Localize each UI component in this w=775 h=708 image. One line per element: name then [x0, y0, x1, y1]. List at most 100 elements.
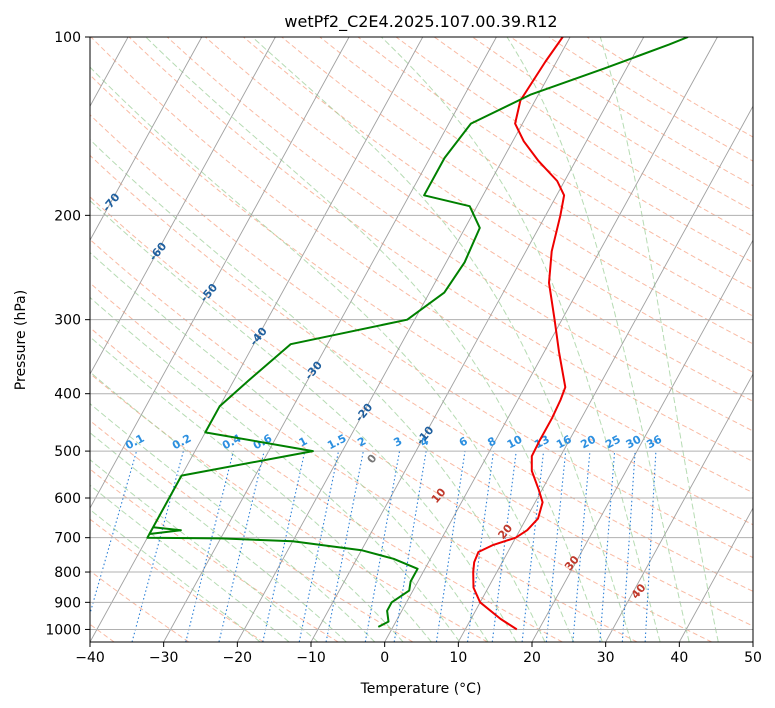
mixing-ratio-label: 20 [578, 433, 598, 452]
isotherm-line [163, 37, 497, 642]
y-tick-label: 200 [54, 208, 81, 224]
mixing-ratio-label: 8 [485, 434, 498, 449]
dry-adiabat [204, 37, 753, 402]
moist-adiabat [145, 37, 603, 642]
isotherm-line [457, 105, 753, 642]
mixing-ratio-line [545, 451, 567, 642]
line-labels: 0.10.20.40.611.52346810131620253036-100-… [6, 93, 664, 601]
dry-adiabat [128, 37, 753, 463]
mixing-ratio-line [621, 451, 636, 642]
isotherm-line [605, 373, 753, 642]
mixing-ratio-line [131, 450, 184, 642]
y-tick-label: 900 [54, 595, 81, 611]
y-tick-label: 700 [54, 531, 81, 547]
moist-adiabat [90, 66, 575, 642]
dry-adiabat [90, 196, 753, 627]
dry-adiabat [510, 37, 753, 187]
dry-adiabat [90, 37, 753, 494]
isotherm-line [310, 37, 645, 642]
isotherm-line [678, 507, 753, 642]
dry-adiabat [90, 570, 190, 642]
y-axis-label: Pressure (hPa) [13, 290, 29, 390]
isotherm-line [90, 37, 276, 376]
x-tick-label: 20 [523, 650, 541, 666]
moist-adiabat [90, 508, 261, 642]
mixing-ratio-label: 1.5 [325, 432, 348, 453]
x-tick-label: 30 [597, 650, 615, 666]
mixing-ratio-label: 0.1 [123, 432, 146, 453]
dewpoint-profile [146, 37, 689, 628]
isotherm-label: -90 [6, 93, 29, 117]
dry-adiabat [90, 468, 339, 642]
mixing-ratio-label: 3 [391, 434, 404, 449]
y-tick-label: 400 [54, 387, 81, 403]
isotherm-line [236, 37, 571, 642]
y-tick-label: 300 [54, 313, 81, 329]
mixing-ratio-line [218, 450, 265, 642]
mixing-ratio-label: 25 [603, 433, 623, 452]
mixing-ratio-line [521, 451, 545, 642]
isotherm-label: -60 [147, 240, 170, 264]
mixing-ratio-line [298, 450, 340, 642]
isotherm-line [90, 37, 350, 509]
dry-adiabat [357, 37, 753, 290]
dry-adiabat [319, 37, 753, 317]
mixing-ratio-label: 30 [624, 433, 644, 452]
y-tick-label: 1000 [45, 622, 81, 638]
mixing-ratio-label: 16 [554, 433, 574, 452]
plot-frame [89, 36, 754, 643]
isotherm-line [752, 641, 753, 642]
dry-adiabat [90, 114, 753, 559]
mixing-ratio-line [491, 451, 517, 642]
mixing-ratio-line [466, 451, 495, 642]
isotherm-label: -80 [51, 146, 74, 170]
x-tick-label: 10 [449, 650, 467, 666]
mixing-ratio-line [393, 451, 427, 642]
moist-adiabat [90, 251, 489, 642]
mixing-ratio-label: 0.2 [170, 432, 193, 453]
mixing-ratio-line [262, 450, 306, 642]
dry-adiabat [90, 420, 414, 642]
chart-title: wetPf2_C2E4.2025.107.00.39.R12 [284, 12, 557, 32]
isotherm-label: -10 [414, 423, 437, 447]
dry-adiabat [90, 74, 753, 526]
moist-adiabat [599, 37, 719, 642]
profile-lines [146, 37, 689, 631]
mixing-ratio-line [325, 450, 364, 642]
moist-adiabat-label: 40 [629, 581, 649, 601]
pressure-gridlines [90, 37, 753, 630]
mixing-ratio-line [435, 451, 466, 642]
dry-adiabat [243, 37, 753, 373]
mixing-ratio-label: 6 [457, 434, 470, 449]
mixing-ratio-label: 36 [644, 433, 664, 452]
isotherm-label: -50 [198, 281, 221, 305]
mixing-ratio-line [90, 450, 138, 616]
moist-adiabat [90, 138, 546, 642]
moist-adiabat [90, 459, 319, 642]
background-lines [90, 37, 753, 642]
moist-adiabat [252, 37, 632, 642]
moist-adiabat-label: 0 [365, 452, 380, 466]
x-tick-label: −10 [296, 650, 326, 666]
mixing-ratio-label: 1 [297, 434, 310, 449]
dry-adiabat [281, 37, 753, 345]
mixing-ratio-label: 10 [505, 433, 525, 452]
y-axis: 100 200 300 400 500 600 700 800 900 1000 [45, 30, 90, 638]
isotherm-label: -70 [100, 190, 123, 214]
mixing-ratio-line [364, 451, 401, 642]
y-tick-label: 500 [54, 444, 81, 460]
isotherm-line [90, 37, 203, 242]
dry-adiabat [90, 238, 712, 642]
x-tick-label: 0 [380, 650, 389, 666]
x-tick-label: 50 [744, 650, 762, 666]
isotherm-line [531, 239, 753, 642]
moist-adiabat [90, 199, 517, 642]
isotherm-line [90, 37, 424, 642]
isotherm-line [384, 37, 718, 642]
dry-adiabat [90, 154, 753, 592]
x-tick-label: 40 [670, 650, 688, 666]
moist-adiabat [90, 431, 347, 642]
temperature-profile [472, 37, 567, 631]
mixing-ratio-line [185, 450, 234, 642]
